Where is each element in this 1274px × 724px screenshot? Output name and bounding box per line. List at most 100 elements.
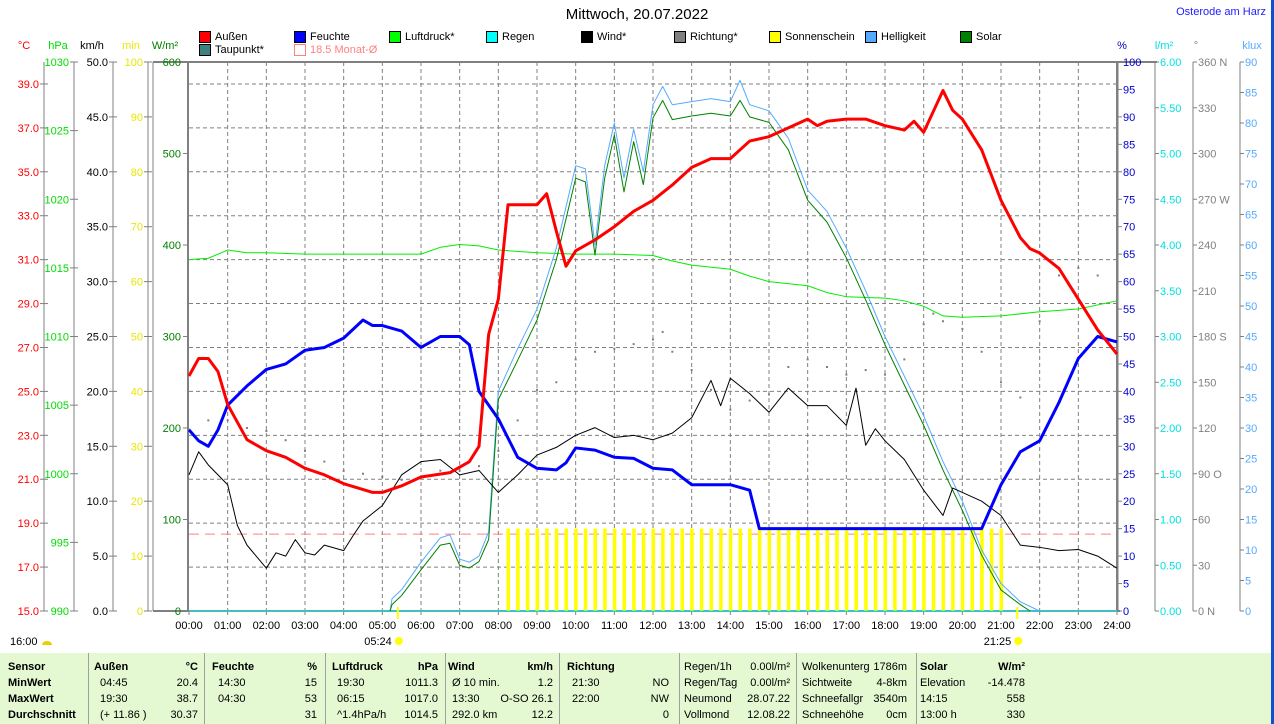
- sunshine-bar: [912, 528, 916, 611]
- sunshine-bar: [980, 528, 984, 611]
- axis-tick-label: 25.0: [18, 386, 39, 398]
- axis-tick-label: 35: [1123, 414, 1135, 426]
- axis-tick-label: 300: [1198, 149, 1216, 161]
- legend-swatch-icon: [294, 44, 306, 56]
- axis-tick-label: 400: [163, 240, 181, 252]
- axis-tick-label: 5.0: [93, 551, 108, 563]
- day-length-note: 16:00: [10, 636, 38, 648]
- sunshine-bar: [574, 528, 578, 611]
- axis-tick-label: 35: [1245, 393, 1257, 405]
- axis-tick-label: 100: [163, 515, 181, 527]
- axis-tick-label: 60: [131, 277, 143, 289]
- axis-tick-label: 1030: [45, 57, 69, 69]
- sunshine-bar: [796, 528, 800, 611]
- table-cell: Regen/1h: [684, 661, 732, 673]
- wind-direction-dot: [710, 388, 712, 391]
- axis-tick-label: 1.50: [1160, 469, 1181, 481]
- table-cell: (+ 11.86 ): [100, 709, 147, 721]
- sunshine-bar: [960, 528, 965, 611]
- axis-tick-label: 4.00: [1160, 240, 1181, 252]
- sunshine-bar: [941, 528, 945, 611]
- axis-tick-label: 25.0: [87, 332, 108, 344]
- wind-direction-dot: [932, 312, 935, 315]
- legend-label: Taupunkt*: [215, 44, 264, 56]
- axis-tick-label: 2.00: [1160, 423, 1181, 435]
- table-divider: [916, 653, 917, 724]
- table-cell: °C: [185, 661, 198, 673]
- axis-tick-label: 240: [1198, 240, 1216, 252]
- table-cell: 14:30: [218, 677, 246, 689]
- sunshine-bar: [989, 528, 994, 611]
- wind-direction-dot: [574, 358, 577, 361]
- axis-tick-label: 10: [131, 551, 143, 563]
- wind-direction-dot: [768, 393, 770, 396]
- table-cell: Richtung: [567, 661, 615, 673]
- x-tick-label: 04:00: [330, 620, 358, 632]
- table-cell: Sichtweite: [802, 677, 853, 689]
- table-cell: Vollmond: [684, 709, 730, 721]
- wind-direction-dot: [661, 330, 664, 333]
- x-tick-label: 03:00: [291, 620, 319, 632]
- x-tick-label: 05:00: [369, 620, 397, 632]
- axis-tick-label: 300: [163, 332, 181, 344]
- table-cell: -14.478: [987, 677, 1025, 689]
- sunshine-bar: [806, 528, 810, 611]
- wind-direction-dot: [980, 350, 983, 353]
- wind-direction-dot: [381, 475, 384, 478]
- axis-tick-label: 65: [1123, 249, 1135, 261]
- x-tick-label: 08:00: [485, 620, 513, 632]
- legend-label: Helligkeit: [881, 31, 926, 43]
- sunshine-bar: [554, 528, 559, 611]
- legend-label: Luftdruck*: [405, 31, 455, 43]
- sunshine-bar: [844, 528, 849, 611]
- sunset-icon: [42, 641, 52, 645]
- x-tick-label: 20:00: [949, 620, 977, 632]
- table-cell: 330: [1006, 709, 1025, 721]
- wind-direction-dot: [864, 369, 867, 372]
- table-cell: 15: [304, 677, 317, 689]
- sunshine-bar: [931, 528, 936, 611]
- axis-tick-label: 80: [1123, 167, 1135, 179]
- wind-direction-dot: [536, 388, 538, 391]
- axis-tick-label: 330: [1198, 103, 1216, 115]
- sunshine-bar: [970, 528, 974, 611]
- sunshine-bar: [815, 528, 820, 611]
- axis-tick-label: 30: [1123, 441, 1135, 453]
- axis-tick-label: 27.0: [18, 342, 39, 354]
- wind-direction-dot: [884, 373, 886, 376]
- axis-tick-label: 180 S: [1198, 332, 1227, 344]
- wind-direction-dot: [1058, 274, 1060, 277]
- axis-tick-label: 1010: [45, 332, 69, 344]
- wind-direction-dot: [594, 350, 596, 353]
- axis-tick-label: 90: [1245, 57, 1257, 69]
- axis-tick-label: 90: [1123, 112, 1135, 124]
- axis-tick-label: 90 O: [1198, 469, 1222, 481]
- table-cell: ^1.4hPa/h: [337, 709, 387, 721]
- location-label[interactable]: Osterode am Harz: [1176, 6, 1266, 18]
- sunshine-bar: [641, 528, 646, 611]
- legend-label: Regen: [502, 31, 535, 43]
- table-cell: 1017.0: [404, 693, 438, 705]
- legend-item: Sonnenschein: [769, 31, 855, 43]
- axis-unit-hpa: hPa: [48, 40, 68, 52]
- x-tick-label: 02:00: [253, 620, 281, 632]
- sun-icon: [394, 637, 403, 645]
- table-cell: 21:30: [572, 677, 600, 689]
- axis-tick-label: 25: [1123, 469, 1135, 481]
- wind-direction-dot: [942, 320, 944, 323]
- axis-tick-label: 23.0: [18, 430, 39, 442]
- legend-item: Luftdruck*: [389, 31, 455, 43]
- sunshine-bar: [622, 528, 626, 611]
- sunshine-bar: [516, 528, 520, 611]
- axis-tick-label: 0.0: [93, 606, 108, 618]
- wind-direction-dot: [516, 419, 519, 422]
- table-cell: 06:15: [337, 693, 365, 705]
- table-cell: 1786m: [873, 661, 907, 673]
- axis-unit-lm2: l/m²: [1155, 40, 1174, 52]
- series-line-helligkeit: [389, 79, 1040, 612]
- table-cell: hPa: [417, 661, 438, 673]
- wind-direction-dot: [922, 323, 925, 326]
- sunshine-bar: [564, 528, 568, 611]
- axis-tick-label: 1005: [45, 400, 69, 412]
- table-cell: 04:45: [100, 677, 128, 689]
